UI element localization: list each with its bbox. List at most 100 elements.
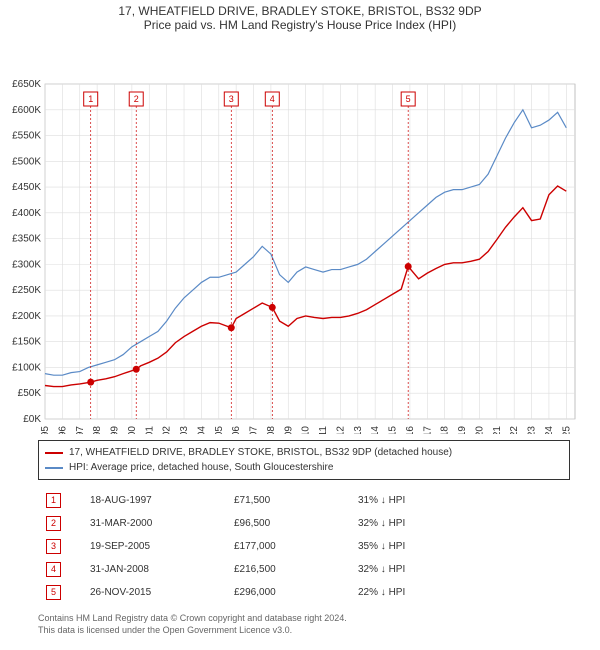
legend-swatch <box>45 467 63 469</box>
svg-text:2011: 2011 <box>318 426 329 434</box>
sale-number-box: 3 <box>46 539 61 554</box>
svg-text:2022: 2022 <box>509 426 520 434</box>
svg-text:1995: 1995 <box>40 426 51 434</box>
svg-text:£100K: £100K <box>12 362 41 373</box>
svg-text:2: 2 <box>134 94 139 104</box>
sale-number-box: 4 <box>46 562 61 577</box>
footnote-line1: Contains HM Land Registry data © Crown c… <box>38 613 570 625</box>
arrow-down-icon: ↓ <box>381 541 386 552</box>
svg-text:£200K: £200K <box>12 311 41 322</box>
svg-text:2023: 2023 <box>527 426 538 434</box>
svg-text:2000: 2000 <box>127 426 138 434</box>
svg-text:1998: 1998 <box>92 426 103 434</box>
col-date: 19-SEP-2005 <box>84 536 226 557</box>
chart-title-line2: Price paid vs. HM Land Registry's House … <box>0 18 600 34</box>
svg-text:2007: 2007 <box>249 426 260 434</box>
col-number: 3 <box>40 536 82 557</box>
table-row: 3 19-SEP-2005£177,00035% ↓ HPI <box>40 536 411 557</box>
svg-text:4: 4 <box>270 94 275 104</box>
svg-text:2025: 2025 <box>561 426 572 434</box>
table-row: 1 18-AUG-1997£71,50031% ↓ HPI <box>40 490 411 511</box>
col-date: 18-AUG-1997 <box>84 490 226 511</box>
svg-text:£550K: £550K <box>12 131 41 142</box>
svg-text:£400K: £400K <box>12 208 41 219</box>
svg-text:2017: 2017 <box>422 426 433 434</box>
table-row: 4 31-JAN-2008£216,50032% ↓ HPI <box>40 559 411 580</box>
chart-root: { "title_line1": "17, WHEATFIELD DRIVE, … <box>0 0 600 650</box>
sale-number-box: 1 <box>46 493 61 508</box>
svg-text:1996: 1996 <box>57 426 68 434</box>
svg-text:£600K: £600K <box>12 105 41 116</box>
table-row: 5 26-NOV-2015£296,00022% ↓ HPI <box>40 582 411 603</box>
col-diff: 32% ↓ HPI <box>352 513 411 534</box>
svg-text:1999: 1999 <box>110 426 121 434</box>
col-price: £96,500 <box>228 513 350 534</box>
col-number: 5 <box>40 582 82 603</box>
col-diff: 35% ↓ HPI <box>352 536 411 557</box>
col-price: £177,000 <box>228 536 350 557</box>
svg-text:5: 5 <box>406 94 411 104</box>
svg-text:2020: 2020 <box>474 426 485 434</box>
col-number: 2 <box>40 513 82 534</box>
col-date: 31-MAR-2000 <box>84 513 226 534</box>
footnote: Contains HM Land Registry data © Crown c… <box>38 613 570 636</box>
col-diff: 32% ↓ HPI <box>352 559 411 580</box>
arrow-down-icon: ↓ <box>381 564 386 575</box>
arrow-down-icon: ↓ <box>381 587 386 598</box>
table-row: 2 31-MAR-2000£96,50032% ↓ HPI <box>40 513 411 534</box>
col-date: 31-JAN-2008 <box>84 559 226 580</box>
svg-text:2013: 2013 <box>353 426 364 434</box>
svg-text:2021: 2021 <box>492 426 503 434</box>
svg-text:2014: 2014 <box>370 426 381 434</box>
svg-text:£300K: £300K <box>12 259 41 270</box>
svg-text:2006: 2006 <box>231 426 242 434</box>
col-price: £296,000 <box>228 582 350 603</box>
col-diff: 31% ↓ HPI <box>352 490 411 511</box>
svg-text:2008: 2008 <box>266 426 277 434</box>
svg-text:2004: 2004 <box>196 426 207 434</box>
svg-text:£0K: £0K <box>23 414 41 425</box>
svg-text:2009: 2009 <box>283 426 294 434</box>
col-date: 26-NOV-2015 <box>84 582 226 603</box>
svg-text:£350K: £350K <box>12 234 41 245</box>
arrow-down-icon: ↓ <box>381 518 386 529</box>
col-diff: 22% ↓ HPI <box>352 582 411 603</box>
chart-title-line1: 17, WHEATFIELD DRIVE, BRADLEY STOKE, BRI… <box>0 4 600 18</box>
svg-text:1997: 1997 <box>75 426 86 434</box>
footnote-line2: This data is licensed under the Open Gov… <box>38 625 570 637</box>
chart-area: £0K £50K £100K £150K £200K £250K £300K £350K £40… <box>0 34 600 434</box>
arrow-down-icon: ↓ <box>381 495 386 506</box>
svg-text:1: 1 <box>88 94 93 104</box>
svg-text:2012: 2012 <box>335 426 346 434</box>
chart-titles: 17, WHEATFIELD DRIVE, BRADLEY STOKE, BRI… <box>0 0 600 34</box>
col-number: 4 <box>40 559 82 580</box>
svg-text:£500K: £500K <box>12 156 41 167</box>
svg-text:2018: 2018 <box>440 426 451 434</box>
svg-text:2015: 2015 <box>388 426 399 434</box>
svg-text:2001: 2001 <box>144 426 155 434</box>
legend-item: HPI: Average price, detached house, Sout… <box>45 460 563 475</box>
svg-text:2019: 2019 <box>457 426 468 434</box>
svg-text:£150K: £150K <box>12 337 41 348</box>
sale-number-box: 2 <box>46 516 61 531</box>
svg-text:£450K: £450K <box>12 182 41 193</box>
svg-text:2016: 2016 <box>405 426 416 434</box>
svg-text:2003: 2003 <box>179 426 190 434</box>
svg-text:£250K: £250K <box>12 285 41 296</box>
col-number: 1 <box>40 490 82 511</box>
legend-label: HPI: Average price, detached house, Sout… <box>69 460 333 475</box>
svg-text:2010: 2010 <box>301 426 312 434</box>
svg-text:2024: 2024 <box>544 426 555 434</box>
col-price: £71,500 <box>228 490 350 511</box>
svg-text:£650K: £650K <box>12 79 41 90</box>
legend-label: 17, WHEATFIELD DRIVE, BRADLEY STOKE, BRI… <box>69 445 452 460</box>
svg-text:£50K: £50K <box>18 388 42 399</box>
legend: 17, WHEATFIELD DRIVE, BRADLEY STOKE, BRI… <box>38 440 570 480</box>
sales-table: 1 18-AUG-1997£71,50031% ↓ HPI 2 31-MAR-2000… <box>38 488 413 605</box>
legend-swatch <box>45 452 63 454</box>
legend-item: 17, WHEATFIELD DRIVE, BRADLEY STOKE, BRI… <box>45 445 563 460</box>
col-price: £216,500 <box>228 559 350 580</box>
chart-svg: £0K £50K £100K £150K £200K £250K £300K £350K £40… <box>0 34 600 434</box>
svg-text:3: 3 <box>229 94 234 104</box>
sale-number-box: 5 <box>46 585 61 600</box>
